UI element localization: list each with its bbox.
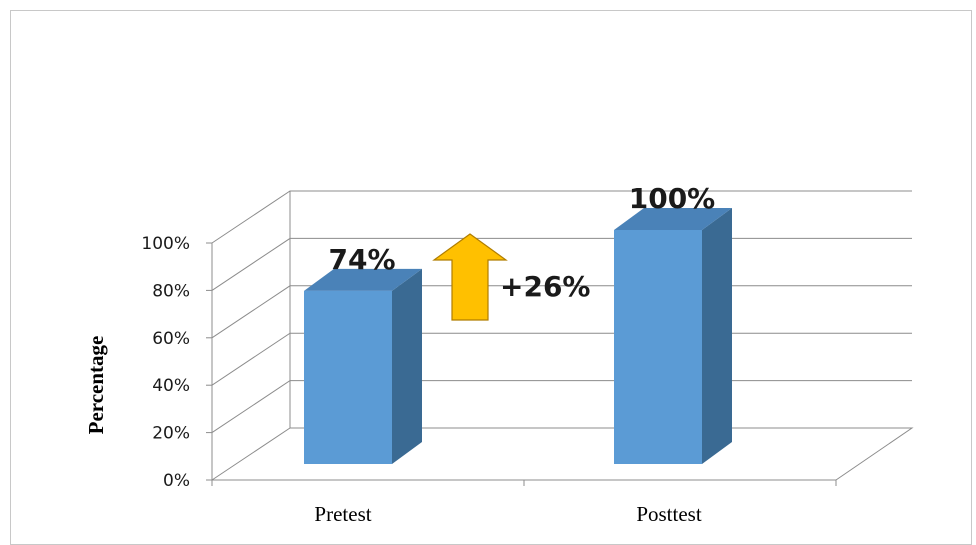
category-label: Posttest	[636, 502, 702, 526]
bar-top-face	[614, 208, 732, 230]
bar	[304, 290, 392, 464]
bar-side-face	[392, 268, 422, 464]
y-tick-label: 80%	[152, 281, 190, 301]
bars	[304, 208, 732, 464]
category-label: Pretest	[314, 502, 371, 526]
y-tick-label: 20%	[152, 424, 190, 444]
y-tick-label: 60%	[152, 329, 190, 349]
increase-arrow	[432, 233, 508, 321]
y-axis-title: Percentage	[84, 336, 108, 435]
gridline	[211, 190, 912, 244]
y-tick-label: 100%	[141, 234, 190, 254]
data-label: 100%	[629, 182, 716, 215]
data-label: 74%	[328, 243, 395, 276]
y-axis-ticks: 0% 20% 40% 60% 80% 100%	[141, 234, 212, 491]
increase-annotation: +26%	[500, 270, 590, 303]
y-tick-label: 40%	[152, 376, 190, 396]
bar-top-face	[304, 268, 422, 291]
bar	[614, 230, 702, 464]
bar-side-face	[702, 208, 732, 464]
y-tick-label: 0%	[163, 471, 190, 491]
category-labels: Pretest Posttest	[314, 502, 701, 526]
chart-walls	[211, 191, 914, 486]
data-labels: 74% 100%	[328, 182, 715, 276]
chart-floor	[211, 427, 914, 481]
arrow-up-icon	[432, 233, 508, 321]
chart-frame	[10, 10, 972, 545]
